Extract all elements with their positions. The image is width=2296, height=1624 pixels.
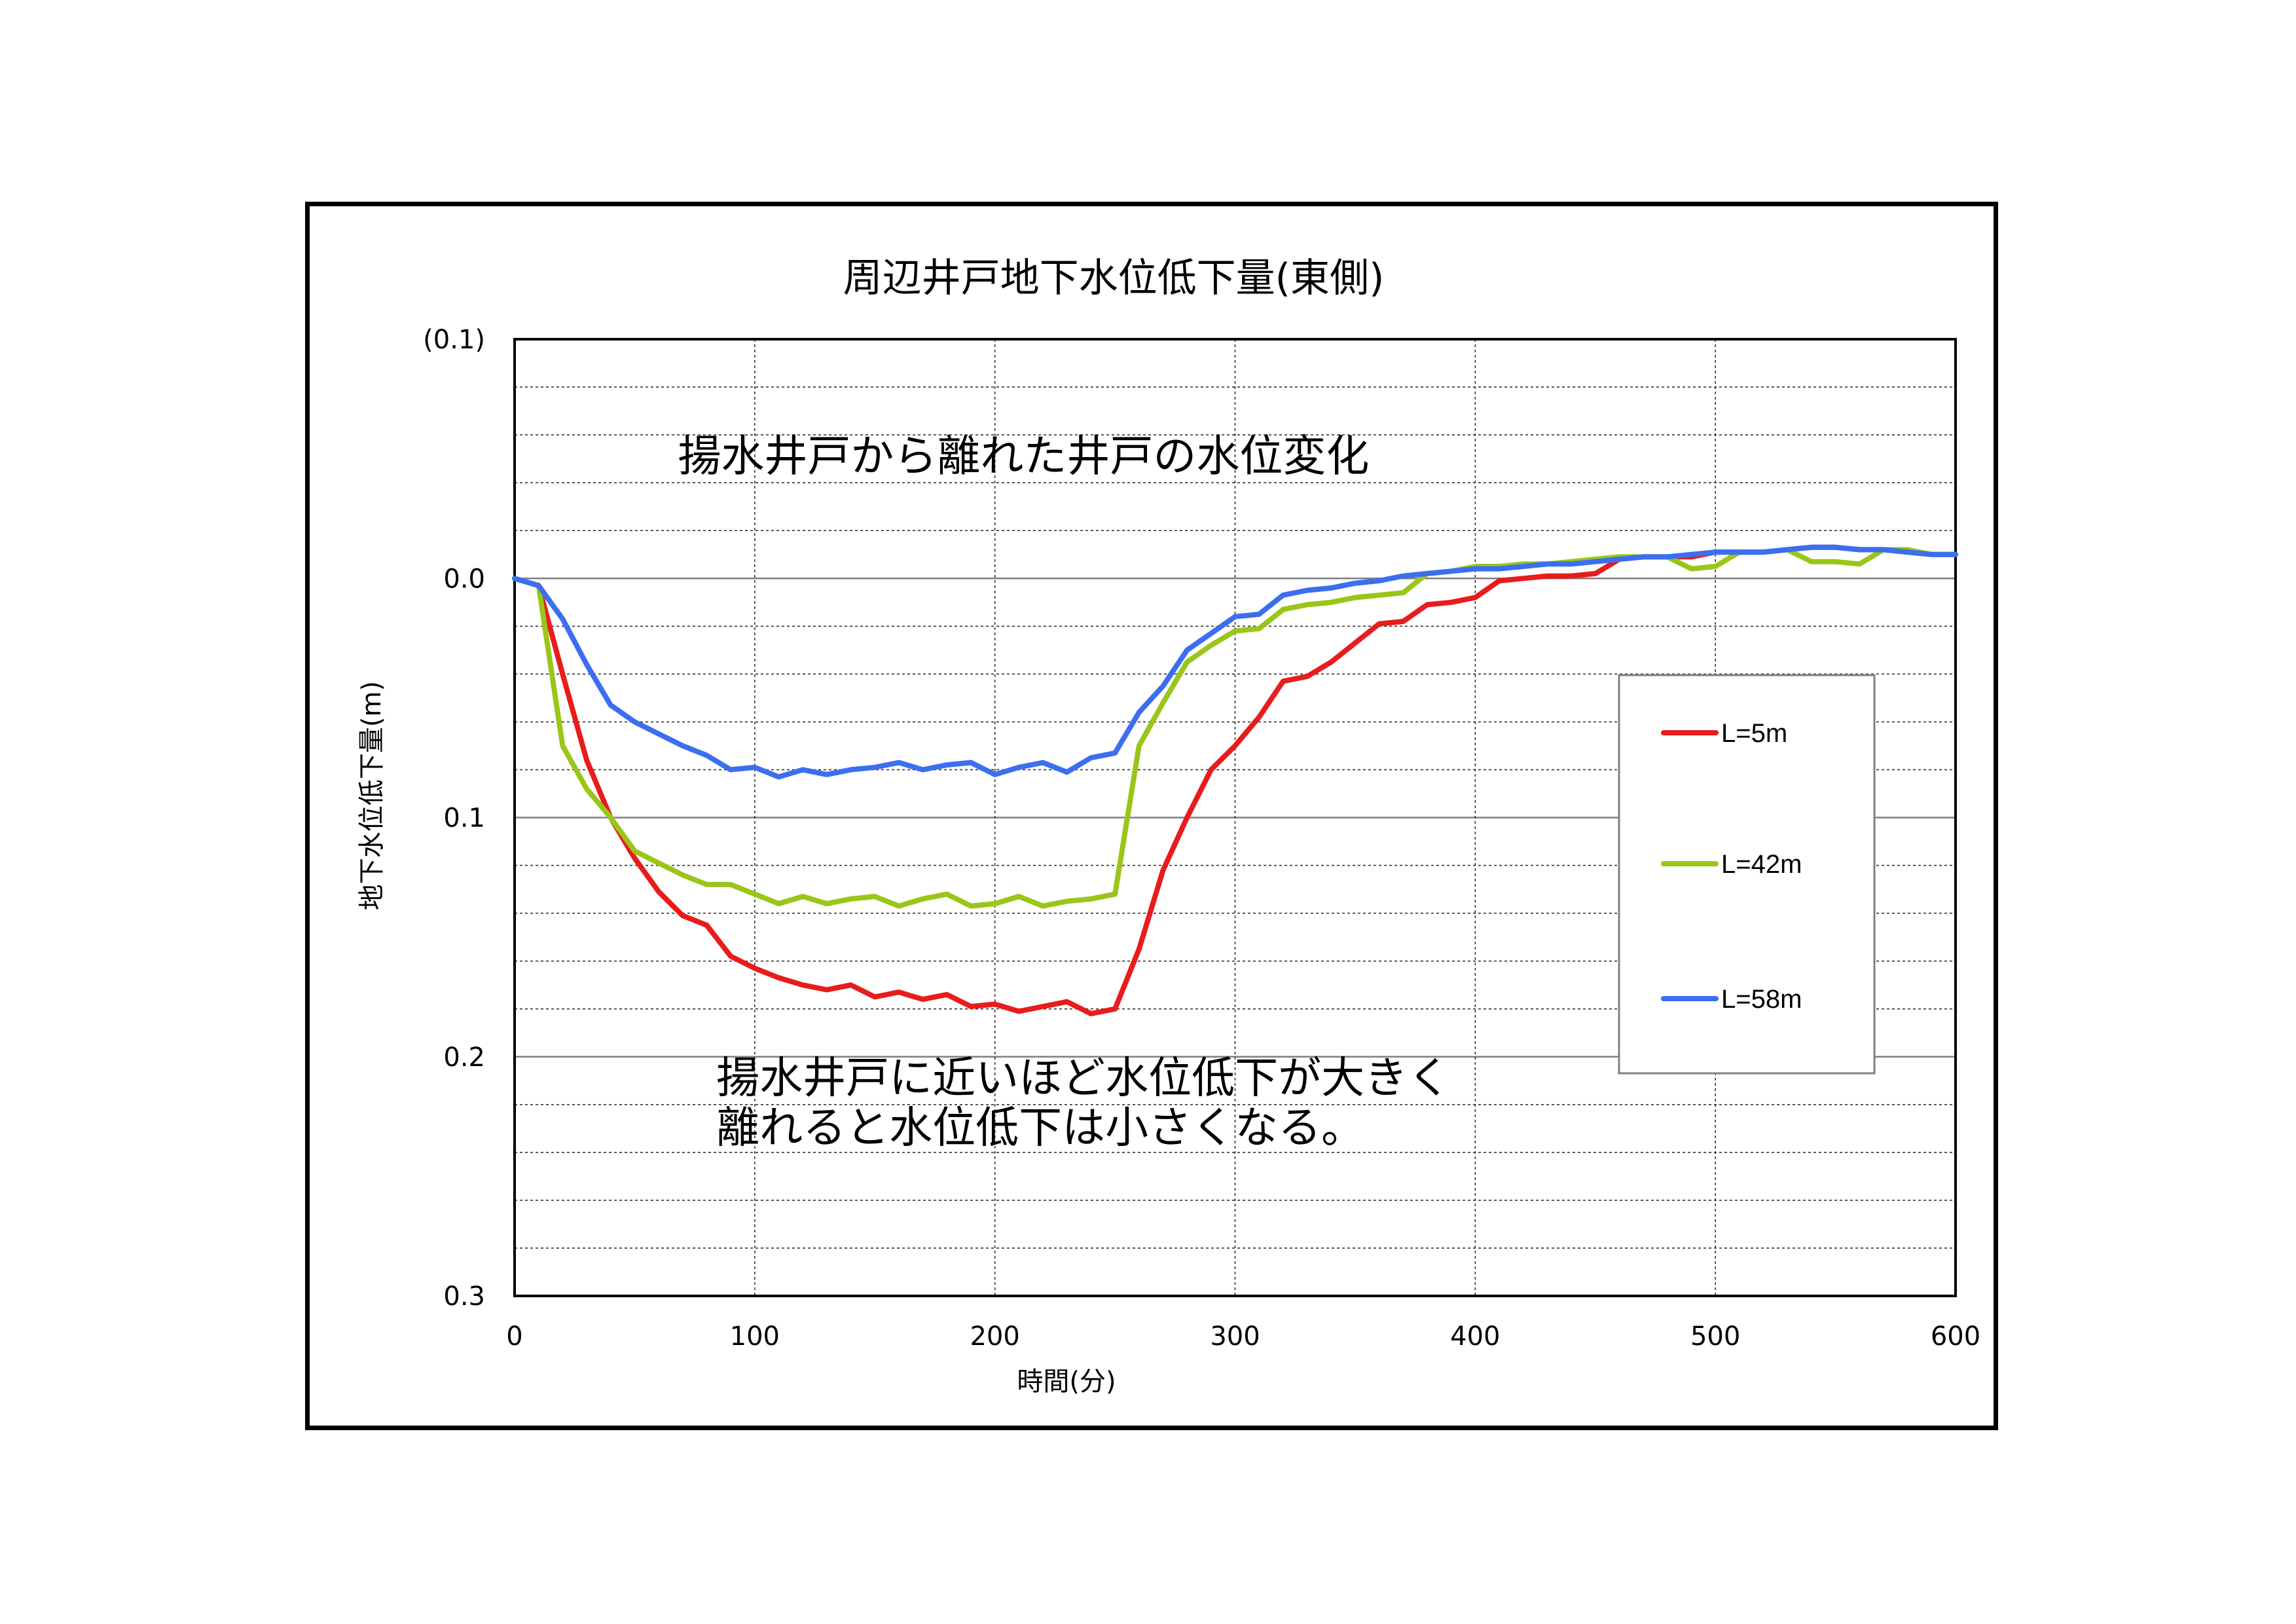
legend-box xyxy=(1618,674,1876,1075)
x-tick-label: 600 xyxy=(1931,1321,1980,1352)
legend-label-0: L=5m xyxy=(1721,719,1787,748)
annotation-text: 揚水井戸から離れた井戸の水位変化 xyxy=(678,431,1369,481)
annotation-text: 離れると水位低下は小さくなる。 xyxy=(716,1103,1364,1153)
chart-svg: 周辺井戸地下水位低下量(東側) 0 100 200 300 400 500 600 (0.1)… xyxy=(357,255,1980,1397)
legend-label-2: L=58m xyxy=(1721,985,1802,1014)
annotation-layer: 揚水井戸から離れた井戸の水位変化揚水井戸に近いほど水位低下が大きく離れると水位低… xyxy=(678,431,1451,1153)
series-line-2 xyxy=(512,544,1958,780)
y-tick-label: 0.1 xyxy=(443,803,485,834)
x-tick-label: 400 xyxy=(1450,1321,1500,1352)
series-line-1 xyxy=(512,547,1958,909)
chart-frame: 周辺井戸地下水位低下量(東側) 0 100 200 300 400 500 600 (0.1)… xyxy=(305,202,1998,1430)
legend: L=5m L=42m L=58m xyxy=(1618,674,1876,1075)
annotation-text: 揚水井戸に近いほど水位低下が大きく xyxy=(716,1053,1451,1103)
chart-title: 周辺井戸地下水位低下量(東側) xyxy=(843,255,1385,301)
plot-area xyxy=(513,338,1957,1297)
x-tick-label: 100 xyxy=(730,1321,780,1352)
legend-label-1: L=42m xyxy=(1721,850,1802,879)
y-axis-title: 地下水位低下量(m) xyxy=(357,681,387,910)
y-tick-label: 0.3 xyxy=(443,1282,485,1312)
x-tick-label: 300 xyxy=(1210,1321,1260,1352)
y-tick-label: 0.2 xyxy=(443,1043,485,1073)
series-layer xyxy=(512,544,1958,1016)
x-tick-label: 500 xyxy=(1690,1321,1740,1352)
y-tick-label: 0.0 xyxy=(443,564,485,594)
tick-layer: 0 100 200 300 400 500 600 (0.1) 0.0 0.1 0.2 0.3 xyxy=(423,325,1980,1352)
x-tick-label: 200 xyxy=(970,1321,1019,1352)
x-tick-label: 0 xyxy=(506,1321,522,1352)
y-tick-label: (0.1) xyxy=(423,325,485,355)
x-axis-title: 時間(分) xyxy=(1017,1367,1116,1397)
